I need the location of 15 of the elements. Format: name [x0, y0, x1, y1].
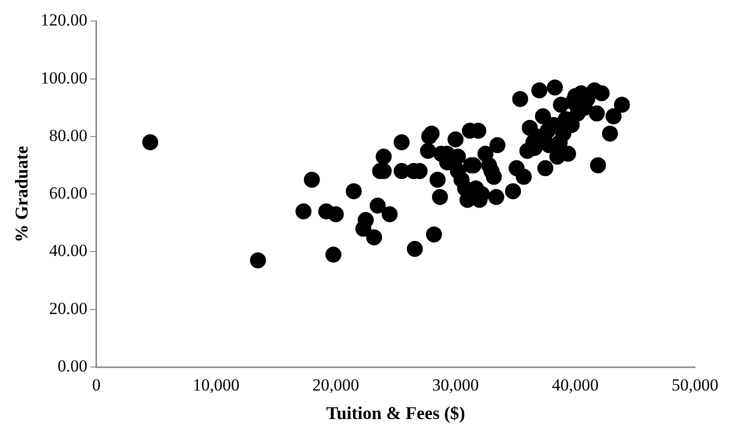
y-tick-label: 20.00: [49, 298, 88, 318]
x-tick-label: 20,000: [312, 376, 360, 395]
y-tick-label: 40.00: [49, 241, 88, 260]
x-axis-title: Tuition & Fees ($): [326, 402, 466, 423]
x-tick-label: 40,000: [552, 376, 599, 395]
y-tick-label: 80.00: [49, 126, 88, 145]
y-tick-label: 120.00: [40, 10, 88, 30]
y-tick-label: 60.00: [49, 184, 88, 203]
x-tick-label: 50,000: [672, 376, 718, 395]
y-tick-label: 0.00: [58, 356, 88, 376]
x-tick-label: 0: [92, 376, 101, 395]
x-tick-label: 30,000: [432, 376, 479, 395]
x-tick-label: 10,000: [192, 376, 240, 395]
y-axis-title: % Graduate: [11, 146, 32, 242]
y-tick-label: 100.00: [40, 68, 88, 88]
